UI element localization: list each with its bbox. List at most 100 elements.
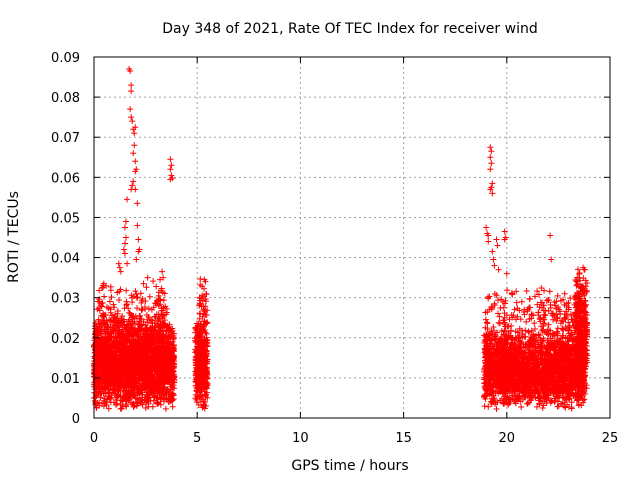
data-point bbox=[98, 321, 105, 328]
data-point bbox=[126, 348, 133, 355]
data-point bbox=[117, 397, 124, 404]
data-point bbox=[203, 330, 210, 337]
data-point bbox=[114, 362, 121, 369]
data-point bbox=[131, 341, 138, 348]
data-point bbox=[159, 289, 166, 296]
data-point bbox=[98, 284, 105, 291]
data-point bbox=[199, 368, 206, 375]
data-point bbox=[129, 316, 136, 323]
data-point bbox=[154, 322, 161, 329]
data-point bbox=[118, 381, 125, 388]
data-point bbox=[141, 368, 148, 375]
data-point bbox=[106, 298, 113, 305]
data-point bbox=[158, 393, 165, 400]
data-point bbox=[134, 331, 141, 338]
data-point bbox=[124, 390, 131, 397]
data-point bbox=[149, 345, 156, 352]
data-point bbox=[193, 333, 200, 340]
data-point bbox=[117, 405, 124, 412]
data-point bbox=[119, 353, 126, 360]
data-point bbox=[123, 302, 130, 309]
data-point bbox=[151, 386, 158, 393]
data-point bbox=[155, 338, 162, 345]
data-point bbox=[100, 369, 107, 376]
data-point bbox=[139, 343, 146, 350]
data-point bbox=[202, 296, 209, 303]
data-point bbox=[135, 340, 142, 347]
data-point bbox=[199, 396, 206, 403]
data-point bbox=[104, 366, 111, 373]
data-point bbox=[142, 321, 149, 328]
data-point bbox=[133, 361, 140, 368]
data-point bbox=[113, 376, 120, 383]
data-point bbox=[193, 348, 200, 355]
data-point bbox=[122, 368, 129, 375]
data-point bbox=[203, 336, 210, 343]
data-point bbox=[98, 303, 105, 310]
data-point bbox=[201, 346, 208, 353]
data-point bbox=[162, 332, 169, 339]
data-point bbox=[107, 394, 114, 401]
data-point bbox=[95, 328, 102, 335]
data-point bbox=[96, 307, 103, 314]
data-point bbox=[204, 319, 211, 326]
data-point bbox=[127, 391, 134, 398]
data-point bbox=[143, 337, 150, 344]
data-point bbox=[204, 358, 211, 365]
data-point bbox=[127, 399, 134, 406]
data-point bbox=[171, 379, 178, 386]
data-point bbox=[117, 337, 124, 344]
data-point bbox=[131, 370, 138, 377]
data-point bbox=[109, 386, 116, 393]
data-point bbox=[126, 316, 133, 323]
data-point bbox=[193, 375, 200, 382]
data-point bbox=[165, 327, 172, 334]
data-point bbox=[151, 313, 158, 320]
data-point bbox=[99, 336, 106, 343]
data-point bbox=[142, 384, 149, 391]
data-point bbox=[138, 397, 145, 404]
data-point bbox=[142, 349, 149, 356]
data-point bbox=[135, 349, 142, 356]
data-point bbox=[125, 305, 132, 312]
data-point bbox=[204, 394, 211, 401]
data-point bbox=[142, 357, 149, 364]
data-point bbox=[111, 366, 118, 373]
data-point bbox=[143, 399, 150, 406]
data-point bbox=[138, 307, 145, 314]
data-point bbox=[91, 366, 98, 373]
data-point bbox=[134, 305, 141, 312]
data-point bbox=[200, 372, 207, 379]
data-point bbox=[121, 333, 128, 340]
data-point bbox=[170, 363, 177, 370]
data-point bbox=[102, 362, 109, 369]
data-point bbox=[162, 343, 169, 350]
data-point bbox=[201, 306, 208, 313]
data-points bbox=[91, 66, 591, 413]
data-point bbox=[101, 293, 108, 300]
data-point bbox=[193, 382, 200, 389]
data-point bbox=[158, 305, 165, 312]
data-point bbox=[155, 296, 162, 303]
data-point bbox=[122, 375, 129, 382]
data-point bbox=[133, 328, 140, 335]
data-point bbox=[159, 333, 166, 340]
data-point bbox=[167, 398, 174, 405]
data-point bbox=[147, 382, 154, 389]
data-point bbox=[150, 330, 157, 337]
data-point bbox=[154, 300, 161, 307]
data-point bbox=[197, 384, 204, 391]
data-point bbox=[95, 346, 102, 353]
data-point bbox=[165, 395, 172, 402]
data-point bbox=[100, 280, 107, 287]
data-point bbox=[127, 322, 134, 329]
data-point bbox=[114, 336, 121, 343]
data-point bbox=[99, 368, 106, 375]
data-point bbox=[135, 325, 142, 332]
data-point bbox=[140, 328, 147, 335]
data-point bbox=[199, 323, 206, 330]
data-point bbox=[201, 371, 208, 378]
data-point bbox=[203, 375, 210, 382]
data-point bbox=[199, 404, 206, 411]
data-point bbox=[121, 339, 128, 346]
